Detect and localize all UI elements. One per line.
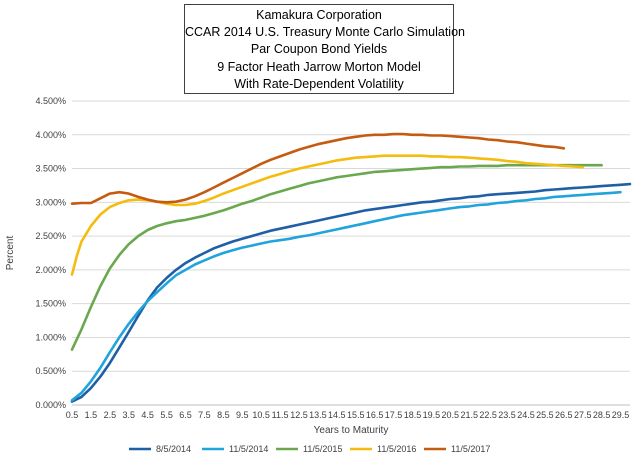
- x-tick-label: 5.5: [160, 410, 173, 420]
- x-tick-label: 8.5: [217, 410, 230, 420]
- tick-labels: 0.000% 0.500% 1.000% 1.500% 2.000% 2.500% 3.00…: [35, 96, 629, 420]
- x-tick-label: 20.5: [442, 410, 460, 420]
- y-tick-label: 1.000%: [35, 332, 66, 342]
- x-tick-label: 28.5: [593, 410, 611, 420]
- y-tick-label: 2.000%: [35, 265, 66, 275]
- x-tick-label: 27.5: [574, 410, 592, 420]
- y-tick-label: 2.500%: [35, 231, 66, 241]
- series-line: [70, 190, 622, 402]
- x-tick-label: 12.5: [290, 410, 308, 420]
- x-tick-label: 17.5: [385, 410, 403, 420]
- y-tick-label: 1.500%: [35, 299, 66, 309]
- x-axis-label: Years to Maturity: [314, 425, 389, 436]
- chart-title-box: Kamakura Corporation CCAR 2014 U.S. Trea…: [184, 4, 465, 94]
- y-axis-label: Percent: [5, 236, 16, 271]
- x-tick-label: 16.5: [366, 410, 384, 420]
- y-tick-label: 4.500%: [35, 96, 66, 106]
- x-tick-label: 6.5: [179, 410, 192, 420]
- x-tick-label: 1.5: [85, 410, 98, 420]
- chart-title-line: With Rate-Dependent Volatility: [234, 76, 404, 91]
- x-tick-label: 19.5: [423, 410, 441, 420]
- x-tick-label: 13.5: [309, 410, 327, 420]
- series-line: [70, 163, 603, 351]
- x-tick-label: 18.5: [404, 410, 422, 420]
- x-tick-label: 26.5: [555, 410, 573, 420]
- x-tick-label: 9.5: [236, 410, 249, 420]
- y-tick-label: 3.000%: [35, 197, 66, 207]
- series-line: [70, 132, 566, 205]
- x-tick-label: 15.5: [347, 410, 365, 420]
- gridlines: [72, 100, 630, 372]
- x-tick-label: 2.5: [104, 410, 117, 420]
- series-line: [70, 182, 632, 403]
- x-tick-label: 25.5: [536, 410, 554, 420]
- y-tick-label: 0.500%: [35, 366, 66, 376]
- y-tick-label: 4.000%: [35, 130, 66, 140]
- y-tick-label: 3.500%: [35, 164, 66, 174]
- x-tick-label: 29.5: [612, 410, 630, 420]
- legend-label: 11/5/2015: [303, 444, 342, 454]
- y-tick-label: 0.000%: [35, 400, 66, 410]
- legend-label: 8/5/2014: [156, 444, 191, 454]
- series-lines: [70, 132, 632, 403]
- x-tick-label: 0.5: [66, 410, 79, 420]
- series-line: [70, 154, 585, 276]
- x-tick-label: 7.5: [198, 410, 211, 420]
- legend: 8/5/2014 11/5/2014 11/5/2015 11/5/2016 11/5/…: [129, 444, 490, 454]
- x-tick-label: 23.5: [498, 410, 516, 420]
- x-tick-label: 4.5: [141, 410, 154, 420]
- legend-label: 11/5/2017: [451, 444, 490, 454]
- legend-label: 11/5/2014: [229, 444, 268, 454]
- x-tick-label: 11.5: [272, 410, 289, 420]
- legend-label: 11/5/2016: [377, 444, 416, 454]
- chart-title-line: CCAR 2014 U.S. Treasury Monte Carlo Simu…: [185, 25, 465, 40]
- chart-title-line: Kamakura Corporation: [256, 8, 382, 22]
- chart-title-line: Par Coupon Bond Yields: [250, 42, 388, 57]
- x-tick-label: 3.5: [122, 410, 135, 420]
- x-tick-label: 24.5: [517, 410, 535, 420]
- x-tick-label: 14.5: [328, 410, 346, 420]
- x-tick-label: 10.5: [252, 410, 270, 420]
- x-tick-label: 22.5: [479, 410, 497, 420]
- x-tick-label: 21.5: [460, 410, 478, 420]
- chart-title-line: 9 Factor Heath Jarrow Morton Model: [217, 59, 421, 74]
